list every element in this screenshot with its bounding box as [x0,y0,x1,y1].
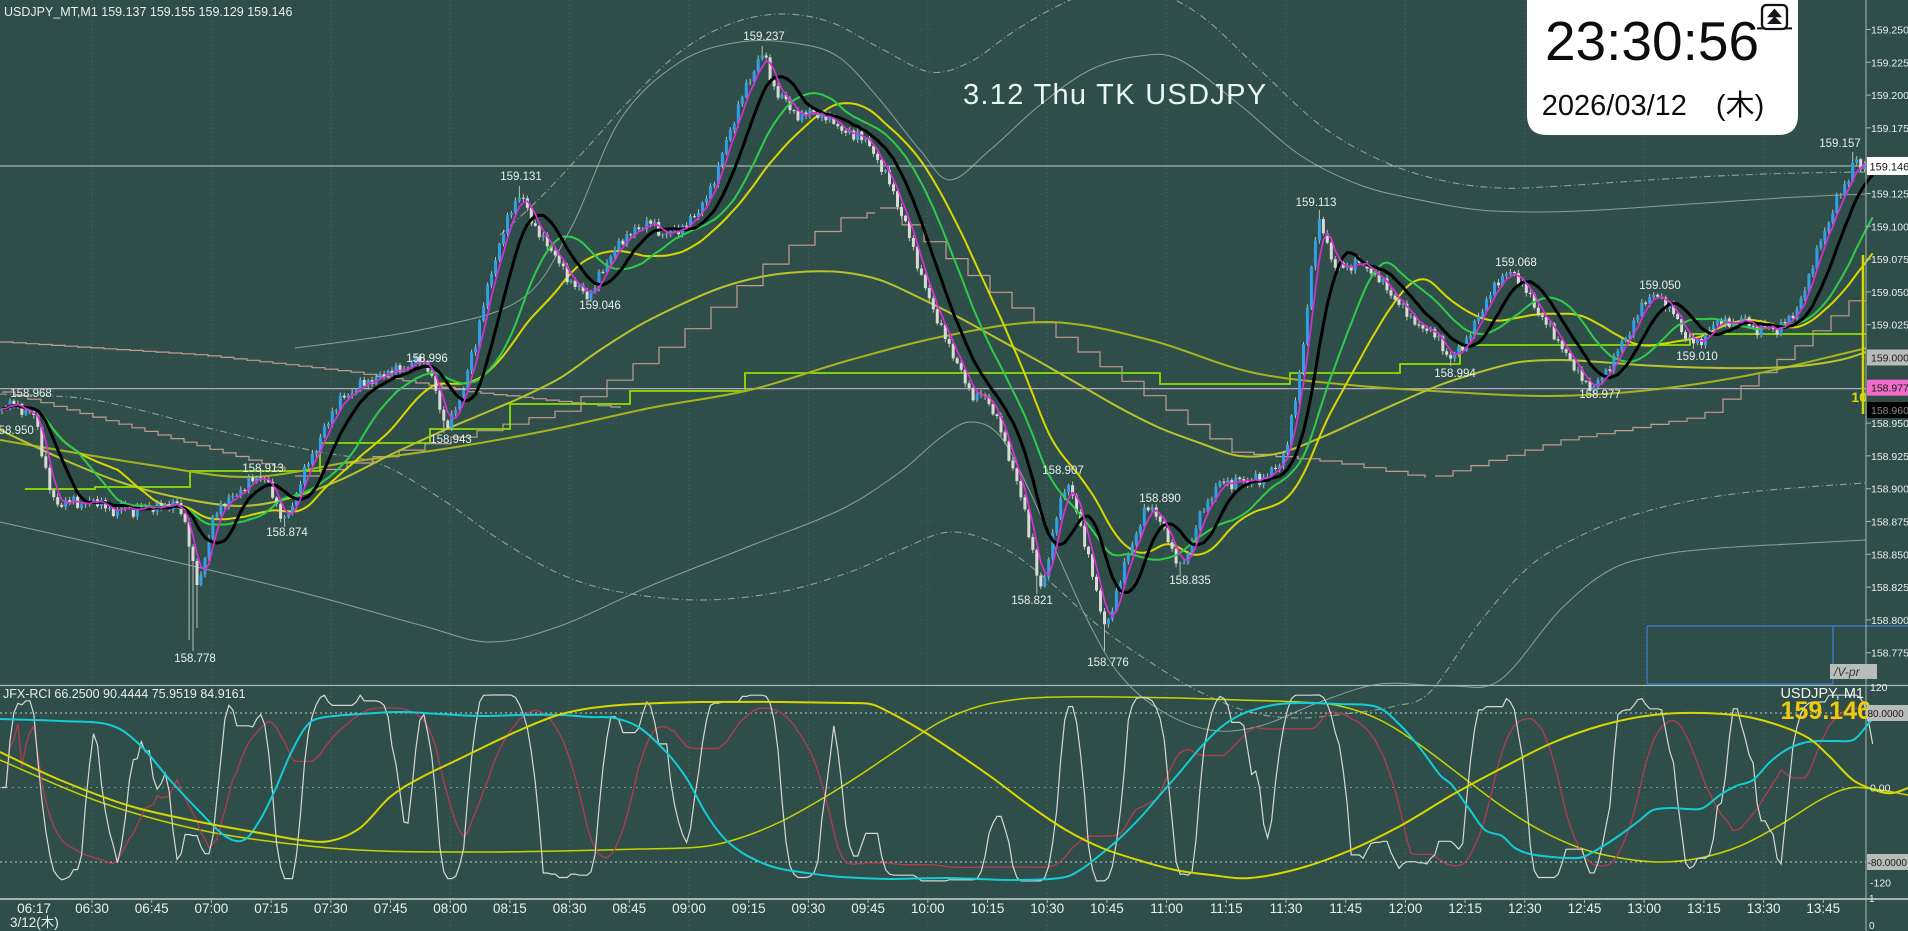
svg-text:158.977: 158.977 [1871,383,1908,395]
svg-text:159.250: 159.250 [1871,25,1908,37]
svg-text:158.800: 158.800 [1871,615,1908,627]
svg-text:159.010: 159.010 [1676,351,1718,363]
svg-text:3.12 Thu TK USDJPY: 3.12 Thu TK USDJPY [963,79,1267,111]
svg-text:159.175: 159.175 [1871,123,1908,135]
svg-text:23:30:56: 23:30:56 [1545,10,1759,72]
svg-text:2026/03/12 (木): 2026/03/12 (木) [1542,89,1764,122]
svg-text:158.778: 158.778 [174,653,216,665]
svg-text:13:30: 13:30 [1747,901,1781,916]
svg-text:-80.0000: -80.0000 [1868,858,1908,869]
svg-text:12:15: 12:15 [1448,901,1482,916]
svg-text:07:30: 07:30 [314,901,348,916]
svg-text:09:30: 09:30 [792,901,826,916]
svg-text:08:00: 08:00 [433,901,467,916]
svg-text:159.050: 159.050 [1639,280,1681,292]
svg-text:159.237: 159.237 [743,31,785,43]
svg-text:10: 10 [1851,389,1867,405]
svg-text:07:00: 07:00 [195,901,229,916]
svg-text:158.825: 158.825 [1871,582,1908,594]
svg-text:13:00: 13:00 [1627,901,1661,916]
svg-text:159.125: 159.125 [1871,189,1908,201]
svg-text:158.776: 158.776 [1087,657,1129,669]
svg-text:0.00: 0.00 [1870,783,1891,795]
svg-text:07:15: 07:15 [254,901,288,916]
svg-text:1: 1 [1869,894,1875,905]
svg-text:09:15: 09:15 [732,901,766,916]
svg-text:158.874: 158.874 [266,527,308,539]
svg-text:158.925: 158.925 [1871,451,1908,463]
svg-text:USDJPY_MT,M1 159.137 159.155: USDJPY_MT,M1 159.137 159.155 159.129 159… [4,5,292,19]
svg-text:158.950: 158.950 [0,425,34,437]
svg-text:158.775: 158.775 [1871,648,1908,660]
svg-text:158.890: 158.890 [1139,493,1181,505]
svg-text:159.146: 159.146 [1870,162,1908,174]
svg-text:158.943: 158.943 [430,434,472,446]
svg-text:11:00: 11:00 [1150,901,1183,916]
svg-text:158.996: 158.996 [406,353,448,365]
svg-text:80.0000: 80.0000 [1868,709,1905,720]
svg-text:158.900: 158.900 [1871,484,1908,496]
svg-text:158.968: 158.968 [10,388,52,400]
svg-text:06:17: 06:17 [17,901,51,916]
svg-text:12:30: 12:30 [1508,901,1542,916]
svg-text:159.157: 159.157 [1819,138,1861,150]
svg-text:08:15: 08:15 [493,901,527,916]
svg-text:08:30: 08:30 [553,901,587,916]
svg-text:12:45: 12:45 [1568,901,1602,916]
svg-text:158.875: 158.875 [1871,517,1908,529]
svg-text:11:30: 11:30 [1270,901,1303,916]
svg-text:158.950: 158.950 [1871,418,1908,430]
svg-text:JFX-RCI 66.2500 90.4444 75.951: JFX-RCI 66.2500 90.4444 75.9519 84.9161 [3,687,246,701]
svg-text:159.075: 159.075 [1871,254,1908,266]
svg-text:159.225: 159.225 [1871,57,1908,69]
svg-text:0: 0 [1869,921,1875,931]
svg-text:158.994: 158.994 [1434,368,1476,380]
svg-text:159.068: 159.068 [1495,257,1537,269]
svg-text:159.025: 159.025 [1871,320,1908,332]
svg-text:-120: -120 [1870,878,1891,890]
svg-text:USDJPY, M1: USDJPY, M1 [1780,686,1864,702]
svg-text:09:00: 09:00 [672,901,706,916]
svg-text:10:45: 10:45 [1090,901,1124,916]
svg-text:159.146: 159.146 [1781,697,1871,725]
svg-text:158.977: 158.977 [1579,389,1621,401]
svg-text:158.960: 158.960 [1871,405,1908,417]
svg-text:159.113: 159.113 [1296,197,1337,209]
svg-text:158.835: 158.835 [1169,575,1211,587]
svg-text:08:45: 08:45 [612,901,646,916]
svg-text:159.100: 159.100 [1871,221,1908,233]
svg-text:159.000: 159.000 [1871,353,1908,365]
svg-text:10:30: 10:30 [1030,901,1064,916]
svg-text:06:30: 06:30 [75,901,109,916]
svg-text:10:00: 10:00 [911,901,945,916]
svg-text:06:45: 06:45 [135,901,169,916]
svg-text:159.131: 159.131 [500,171,542,183]
svg-text:13:45: 13:45 [1806,901,1840,916]
svg-text:11:15: 11:15 [1210,901,1243,916]
svg-text:159.050: 159.050 [1871,287,1908,299]
svg-text:12:00: 12:00 [1389,901,1423,916]
svg-text:09:45: 09:45 [851,901,885,916]
svg-text:159.200: 159.200 [1871,90,1908,102]
svg-text:11:45: 11:45 [1329,901,1362,916]
svg-text:159.046: 159.046 [579,300,621,312]
svg-text:120: 120 [1870,682,1888,694]
svg-text:158.850: 158.850 [1871,549,1908,561]
svg-text:/V-pr: /V-pr [1833,665,1861,679]
svg-text:3/12(木): 3/12(木) [10,915,59,930]
svg-text:10:15: 10:15 [971,901,1005,916]
svg-text:13:15: 13:15 [1687,901,1721,916]
svg-text:158.913: 158.913 [242,463,284,475]
svg-text:07:45: 07:45 [374,901,408,916]
svg-text:158.907: 158.907 [1042,465,1084,477]
svg-text:158.821: 158.821 [1011,595,1053,607]
